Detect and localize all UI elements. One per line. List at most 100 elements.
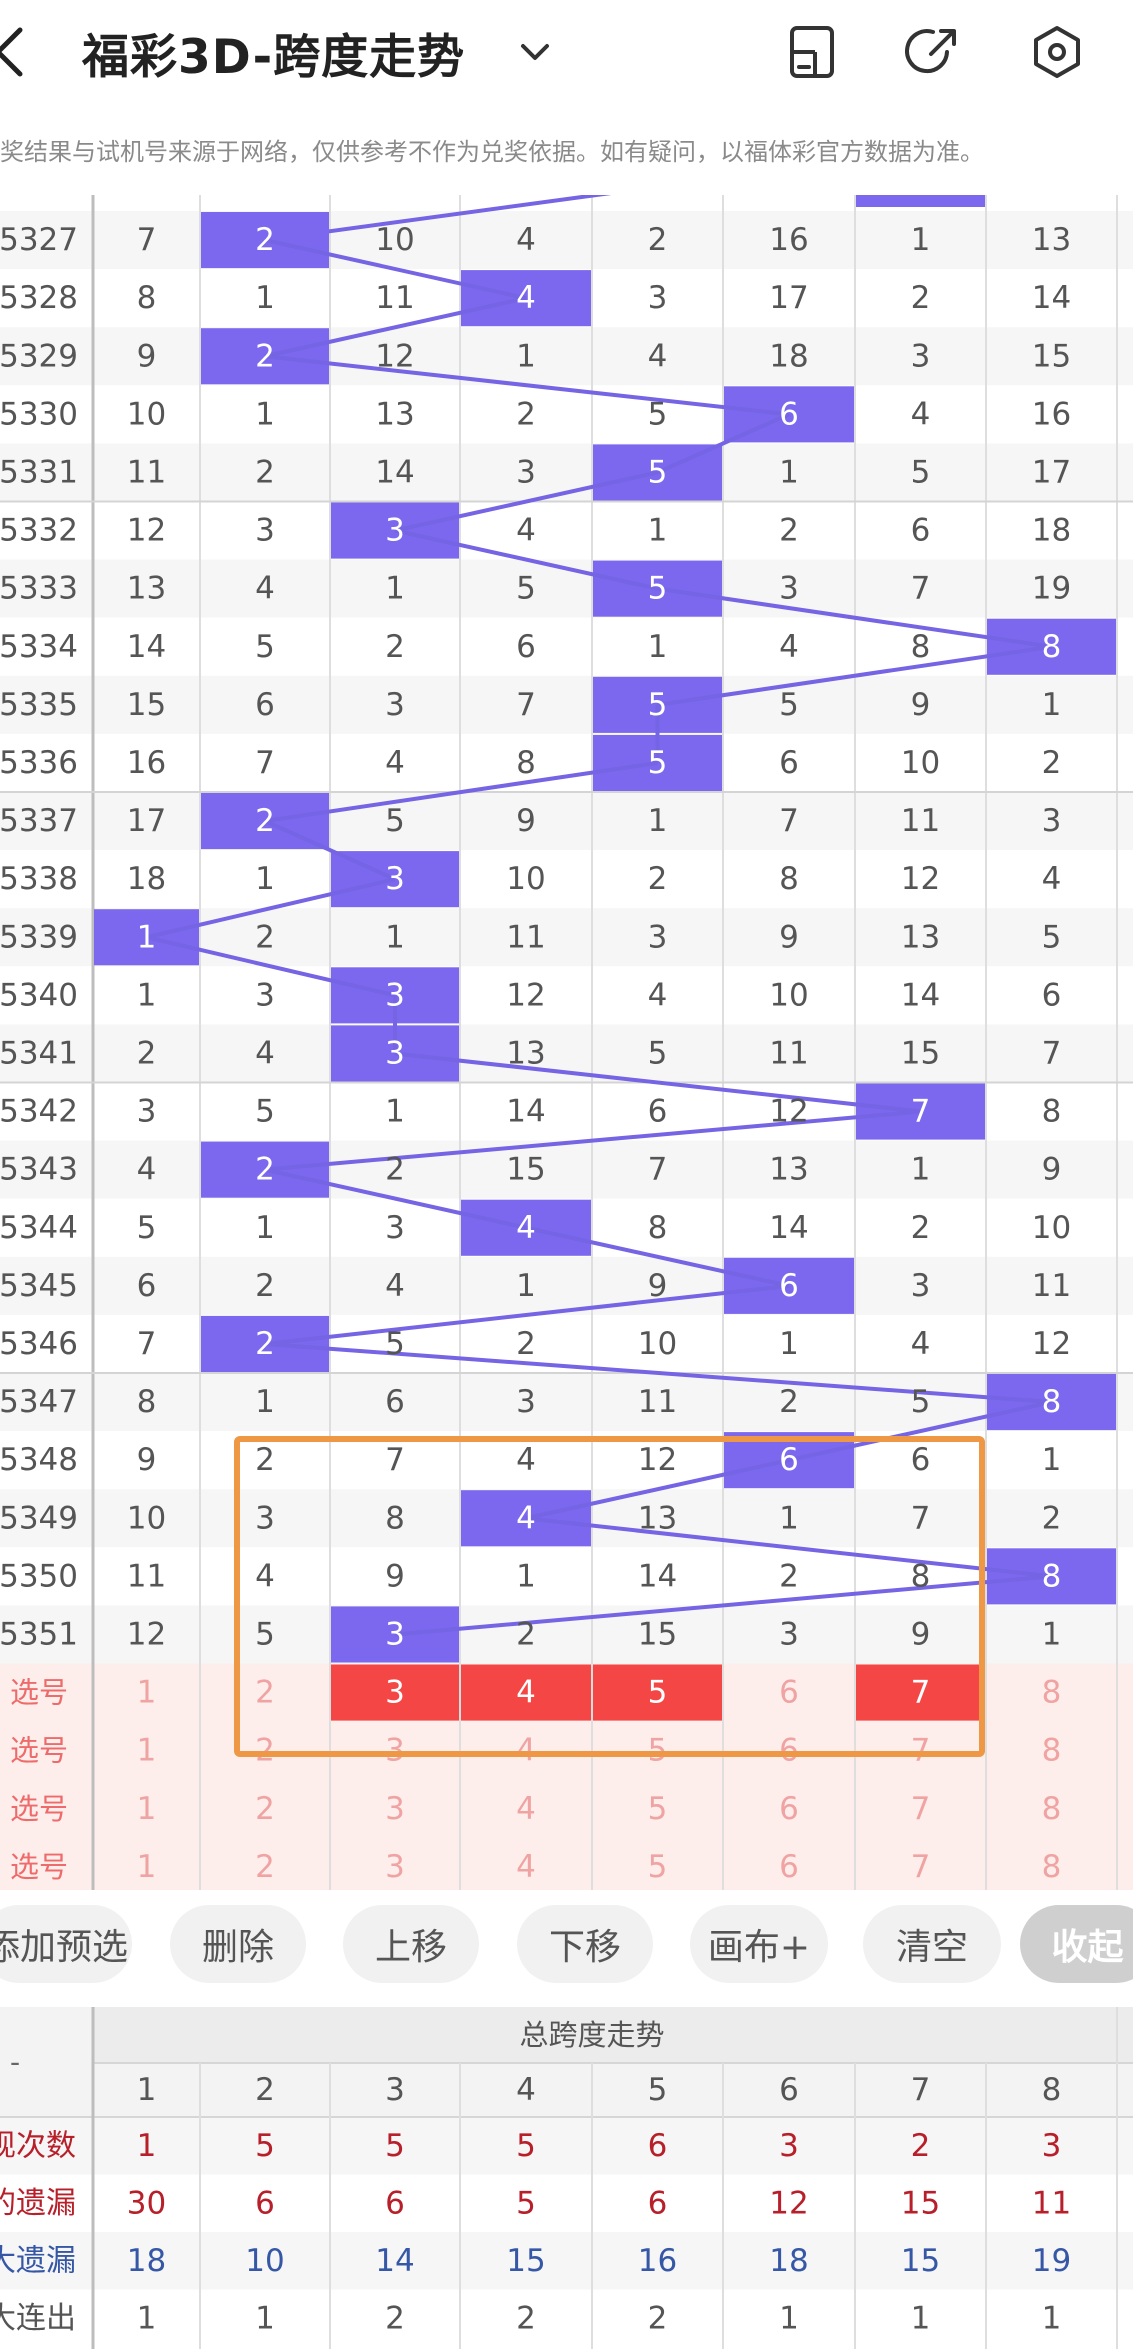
cell-value: 3 xyxy=(779,571,799,607)
select-number[interactable]: 8 xyxy=(1042,1791,1062,1827)
select-number[interactable]: 2 xyxy=(255,1733,275,1769)
settings-icon[interactable] xyxy=(1027,22,1087,82)
select-number[interactable]: 6 xyxy=(779,1849,799,1885)
trend-line xyxy=(264,1167,527,1230)
toolbar-button-6[interactable]: 收起 xyxy=(1020,1905,1133,1983)
select-number[interactable]: 4 xyxy=(516,1675,536,1711)
stats-row-label: 大连出 xyxy=(0,2301,76,2336)
select-number[interactable]: 2 xyxy=(255,1849,275,1885)
select-number[interactable]: 1 xyxy=(137,1733,157,1769)
hit-cell-value: 3 xyxy=(385,1035,405,1071)
cell-value: 14 xyxy=(1032,280,1071,316)
select-number[interactable]: 8 xyxy=(1042,1733,1062,1769)
cell-value: 11 xyxy=(375,280,414,316)
stats-column-header: 4 xyxy=(516,2072,536,2108)
hit-cell-value: 5 xyxy=(648,745,668,781)
stats-header-bg xyxy=(0,2063,1133,2117)
cell-value: 2 xyxy=(779,513,799,549)
cell-value: 1 xyxy=(385,919,405,955)
hit-cell-value: 4 xyxy=(516,1500,536,1536)
stats-column-header: 5 xyxy=(648,2072,668,2108)
cell-value: 4 xyxy=(648,977,668,1013)
issue-number: 5328 xyxy=(0,280,78,316)
cell-value: 3 xyxy=(911,1268,931,1304)
select-number[interactable]: 2 xyxy=(255,1791,275,1827)
table-row-bg xyxy=(0,1256,1133,1315)
toolbar-button-3[interactable]: 下移 xyxy=(517,1905,653,1983)
stats-value: 6 xyxy=(385,2185,405,2221)
chevron-down-icon[interactable] xyxy=(505,22,565,82)
stats-value: 1 xyxy=(255,2300,275,2336)
toolbar-button-4[interactable]: 画布+ xyxy=(690,1905,828,1983)
toolbar-button-0[interactable]: 添加预选 xyxy=(0,1905,132,1983)
select-number[interactable]: 7 xyxy=(911,1791,931,1827)
select-number[interactable]: 8 xyxy=(1042,1675,1062,1711)
select-number[interactable]: 5 xyxy=(648,1849,668,1885)
select-number[interactable]: 7 xyxy=(911,1849,931,1885)
table-row-bg xyxy=(0,1314,1133,1373)
select-number[interactable]: 3 xyxy=(385,1791,405,1827)
toolbar-button-1[interactable]: 删除 xyxy=(170,1905,306,1983)
select-number[interactable]: 5 xyxy=(648,1733,668,1769)
selected-number-cell[interactable] xyxy=(856,1664,985,1721)
cell-value: 6 xyxy=(911,1442,931,1478)
toolbar-button-5[interactable]: 清空 xyxy=(863,1905,1001,1983)
select-number[interactable]: 4 xyxy=(516,1849,536,1885)
stats-value: 15 xyxy=(506,2243,545,2279)
select-number[interactable]: 6 xyxy=(779,1733,799,1769)
issue-number: 5351 xyxy=(0,1616,78,1652)
select-number[interactable]: 3 xyxy=(385,1849,405,1885)
toolbar-button-2[interactable]: 上移 xyxy=(343,1905,479,1983)
cell-value: 4 xyxy=(137,1152,157,1188)
stats-corner-bg xyxy=(0,2007,93,2117)
cell-value: 8 xyxy=(648,1210,668,1246)
issue-number: 5340 xyxy=(0,977,78,1013)
cell-value: 2 xyxy=(779,1384,799,1420)
select-number[interactable]: 8 xyxy=(1042,1849,1062,1885)
issue-number: 5342 xyxy=(0,1094,78,1130)
selected-number-cell[interactable] xyxy=(593,1664,722,1721)
select-number[interactable]: 6 xyxy=(779,1791,799,1827)
issue-number: 5349 xyxy=(0,1500,78,1536)
cell-value: 1 xyxy=(516,1558,536,1594)
cell-value: 9 xyxy=(1042,1152,1062,1188)
stats-value: 6 xyxy=(255,2185,275,2221)
stats-column-header: 3 xyxy=(385,2072,405,2108)
stats-column-header: 6 xyxy=(779,2072,799,2108)
select-number[interactable]: 1 xyxy=(137,1791,157,1827)
back-icon[interactable] xyxy=(0,22,42,82)
cell-value: 1 xyxy=(516,1268,536,1304)
stats-row-label: 现次数 xyxy=(0,2128,76,2163)
stats-table: - 总跨度走势 1 2 3 4 5 6 7 8 现次数 1 5 5 5 6 3 2 3 的遗漏 30 6 6 5 6 12 15 11… xyxy=(0,2007,1133,2349)
select-number[interactable]: 3 xyxy=(385,1733,405,1769)
cell-value: 6 xyxy=(911,513,931,549)
select-number[interactable]: 3 xyxy=(385,1675,405,1711)
cell-value: 10 xyxy=(127,396,166,432)
share-icon[interactable] xyxy=(903,22,963,82)
select-number[interactable]: 4 xyxy=(516,1733,536,1769)
cell-value: 18 xyxy=(1032,513,1071,549)
table-row-bg xyxy=(0,850,1133,909)
cell-value: 3 xyxy=(648,280,668,316)
select-number[interactable]: 7 xyxy=(911,1675,931,1711)
select-number[interactable]: 6 xyxy=(779,1675,799,1711)
cell-value: 14 xyxy=(769,1210,808,1246)
select-number[interactable]: 5 xyxy=(648,1791,668,1827)
selected-number-cell[interactable] xyxy=(461,1664,591,1721)
trend-line xyxy=(264,1109,921,1172)
hit-cell-value: 3 xyxy=(385,861,405,897)
select-number[interactable]: 7 xyxy=(911,1733,931,1769)
hit-cell-value: 2 xyxy=(255,222,275,258)
select-number[interactable]: 1 xyxy=(137,1849,157,1885)
table-row-bg xyxy=(0,792,1133,851)
trend-line xyxy=(657,586,1052,649)
select-number[interactable]: 2 xyxy=(255,1675,275,1711)
select-number[interactable]: 1 xyxy=(137,1675,157,1711)
select-number[interactable]: 5 xyxy=(648,1675,668,1711)
stats-row-label: 的遗漏 xyxy=(0,2186,76,2221)
select-number[interactable]: 4 xyxy=(516,1791,536,1827)
selected-number-cell[interactable] xyxy=(331,1664,459,1721)
hit-cell-value: 6 xyxy=(779,1268,799,1304)
phone-layout-icon[interactable] xyxy=(783,22,843,82)
table-row-bg xyxy=(0,385,1133,444)
